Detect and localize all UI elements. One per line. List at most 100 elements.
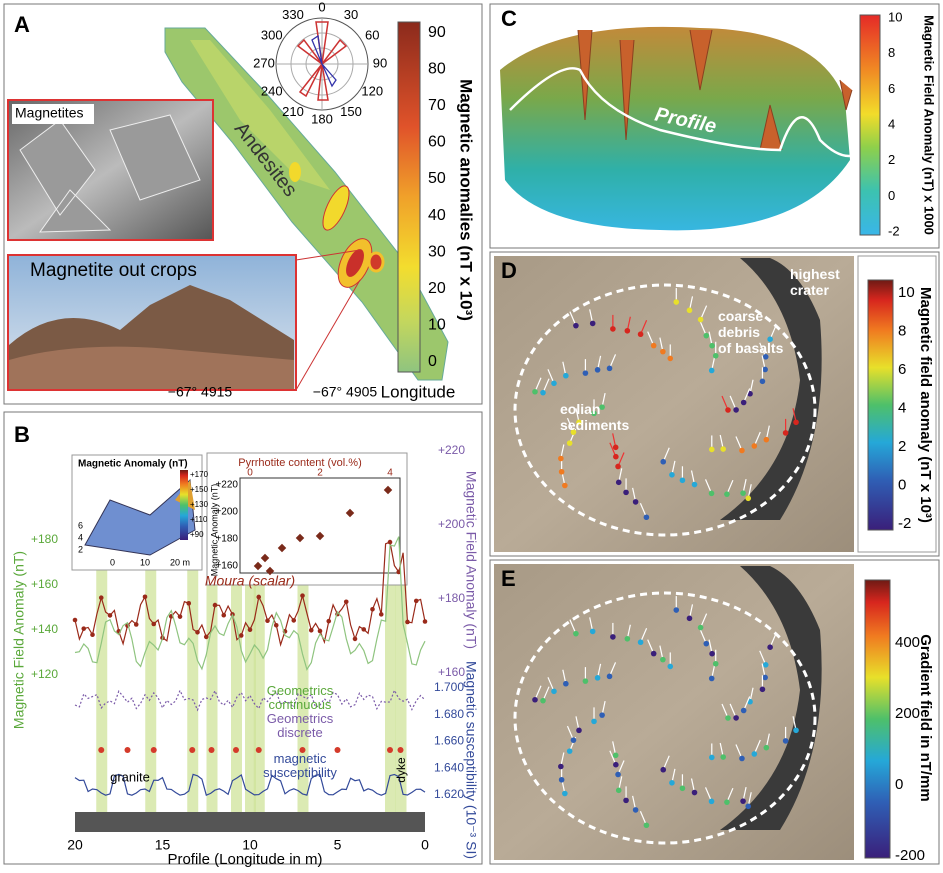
station-dot (637, 331, 644, 338)
station-dot (615, 463, 621, 470)
station-dot (540, 697, 546, 704)
station-dot (613, 761, 619, 768)
profile-point (422, 619, 428, 624)
rose-tick: 330 (282, 7, 304, 22)
photo-label: Magnetites (15, 105, 83, 121)
rose-diagram (275, 17, 369, 111)
callout-line (295, 249, 361, 261)
station-dot (643, 822, 650, 829)
station-dot (660, 656, 666, 663)
station-dot (660, 766, 667, 773)
y-tick: +160 (31, 577, 58, 591)
station-dot (673, 299, 680, 305)
colorbar-title: Magnetic anomalies (nT x 10³) (457, 79, 476, 321)
station-dot (606, 673, 613, 680)
profile-point (413, 598, 419, 604)
profile-point (361, 627, 367, 632)
scatter-frame (239, 477, 401, 574)
colorbar (397, 21, 421, 373)
highlight-band (145, 550, 157, 812)
annotation: coarse debris of basalts (718, 308, 784, 356)
station-dot (703, 640, 710, 647)
inset-tick: +110 (190, 515, 208, 524)
x-tick: 0 (421, 837, 429, 853)
annotation: magnetic susceptibility (263, 751, 337, 780)
sample-point (124, 747, 131, 753)
station-dot (599, 404, 605, 410)
colorbar-tick: 50 (428, 170, 446, 187)
x-tick: 15 (155, 837, 171, 853)
annotation: Geometrics discrete (267, 711, 334, 740)
station-dot (686, 615, 693, 622)
anomaly (367, 251, 385, 273)
station-dot (599, 712, 605, 718)
station-dot (532, 696, 538, 703)
station-dot (566, 748, 573, 754)
colorbar-tick: 30 (428, 243, 446, 260)
station-dot (576, 727, 582, 734)
profile-point (326, 618, 332, 624)
y-tick: +180 (31, 532, 58, 546)
sample-point (98, 747, 105, 753)
inset-tick: 2 (78, 544, 83, 554)
station-dot (679, 785, 686, 792)
panel-frame (3, 411, 483, 865)
inset-tick: 2 (317, 468, 323, 479)
colorbar (864, 579, 891, 859)
inset-tick: 6 (78, 520, 83, 530)
core-strip (75, 812, 425, 832)
station-dot (582, 370, 589, 376)
colorbar (867, 279, 894, 531)
inset-tick: +200 (215, 507, 238, 518)
panel-frame (489, 559, 940, 865)
profile-point (107, 613, 113, 618)
station-dot (762, 354, 769, 360)
colorbar-tick: 2 (898, 438, 906, 455)
inset-tick: 0 (247, 468, 253, 479)
station-dot (551, 688, 557, 695)
inset-tick: 10 (140, 557, 150, 567)
colorbar-tick: 400 (895, 634, 920, 651)
station-dot (708, 798, 715, 805)
highlight-band (187, 550, 199, 812)
station-dot (594, 367, 601, 373)
scatter-point (295, 533, 305, 543)
station-dot (650, 650, 657, 657)
colorbar-tick: 0 (888, 188, 895, 203)
highlight-band (96, 550, 108, 812)
y3-tick: 1.680 (434, 707, 464, 721)
station-dot (686, 307, 693, 314)
station-dot (697, 624, 704, 631)
colorbar (859, 14, 881, 236)
station-dot (709, 650, 715, 657)
highlight-band (231, 550, 242, 812)
station-dot (763, 744, 770, 751)
y3-label: Magnetic susceptibility (10⁻³ SI) (463, 661, 479, 859)
profile-point (405, 619, 410, 625)
colorbar-tick: 10 (428, 317, 446, 334)
station-dot (708, 446, 715, 453)
station-dot (558, 763, 564, 770)
scatter-point (315, 531, 325, 541)
colorbar-tick: 0 (895, 776, 903, 793)
y-label: Magnetic Field Anomaly (nT) (11, 551, 27, 729)
colorbar-tick: 10 (898, 284, 915, 301)
peaks (577, 29, 853, 151)
station-dot (740, 490, 746, 496)
profile-point (256, 594, 262, 600)
station-dot (576, 419, 582, 426)
station-dot (679, 477, 686, 484)
panel-label: D (501, 258, 517, 283)
station-dot (712, 660, 719, 667)
scatter-point (345, 508, 355, 518)
station-dot (540, 389, 546, 396)
sample-point (189, 747, 196, 753)
station-dot (759, 378, 766, 385)
profile-point (81, 626, 87, 631)
callout-line (295, 279, 361, 391)
rose-tick: 240 (261, 83, 283, 98)
colorbar-tick: 0 (898, 476, 906, 493)
station-dot (762, 674, 768, 681)
profile-point (291, 618, 297, 623)
highlight-band (385, 550, 396, 812)
